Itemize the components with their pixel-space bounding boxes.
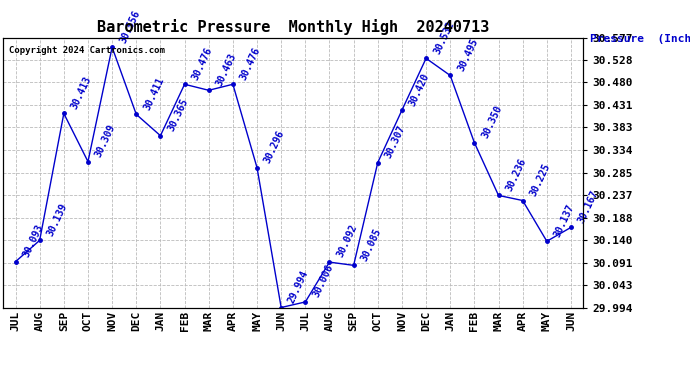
Text: 30.309: 30.309 [94, 123, 117, 159]
Text: 30.420: 30.420 [408, 71, 431, 107]
Text: 30.236: 30.236 [504, 156, 528, 193]
Text: 30.463: 30.463 [215, 51, 238, 87]
Text: 30.556: 30.556 [118, 8, 141, 45]
Text: 30.225: 30.225 [529, 162, 552, 198]
Text: 30.476: 30.476 [190, 45, 214, 81]
Text: 30.411: 30.411 [142, 75, 166, 112]
Text: 30.350: 30.350 [480, 104, 504, 140]
Text: 30.365: 30.365 [166, 97, 190, 133]
Text: 30.307: 30.307 [384, 124, 407, 160]
Text: 30.167: 30.167 [577, 188, 600, 225]
Text: 30.413: 30.413 [70, 75, 93, 111]
Text: 30.139: 30.139 [46, 201, 69, 238]
Text: Copyright 2024 Cartronics.com: Copyright 2024 Cartronics.com [9, 46, 165, 55]
Text: 30.495: 30.495 [456, 36, 480, 73]
Text: 30.137: 30.137 [553, 202, 576, 238]
Text: 30.093: 30.093 [21, 223, 45, 259]
Title: Barometric Pressure  Monthly High  20240713: Barometric Pressure Monthly High 2024071… [97, 19, 489, 35]
Text: 30.092: 30.092 [335, 223, 359, 260]
Text: 29.994: 29.994 [287, 268, 310, 305]
Text: 30.296: 30.296 [263, 129, 286, 165]
Text: 30.532: 30.532 [432, 20, 455, 56]
Text: 30.476: 30.476 [239, 45, 262, 81]
Text: Pressure  (Inches/Hg): Pressure (Inches/Hg) [590, 34, 690, 44]
Text: 30.006: 30.006 [311, 263, 335, 299]
Text: 30.085: 30.085 [359, 226, 383, 262]
